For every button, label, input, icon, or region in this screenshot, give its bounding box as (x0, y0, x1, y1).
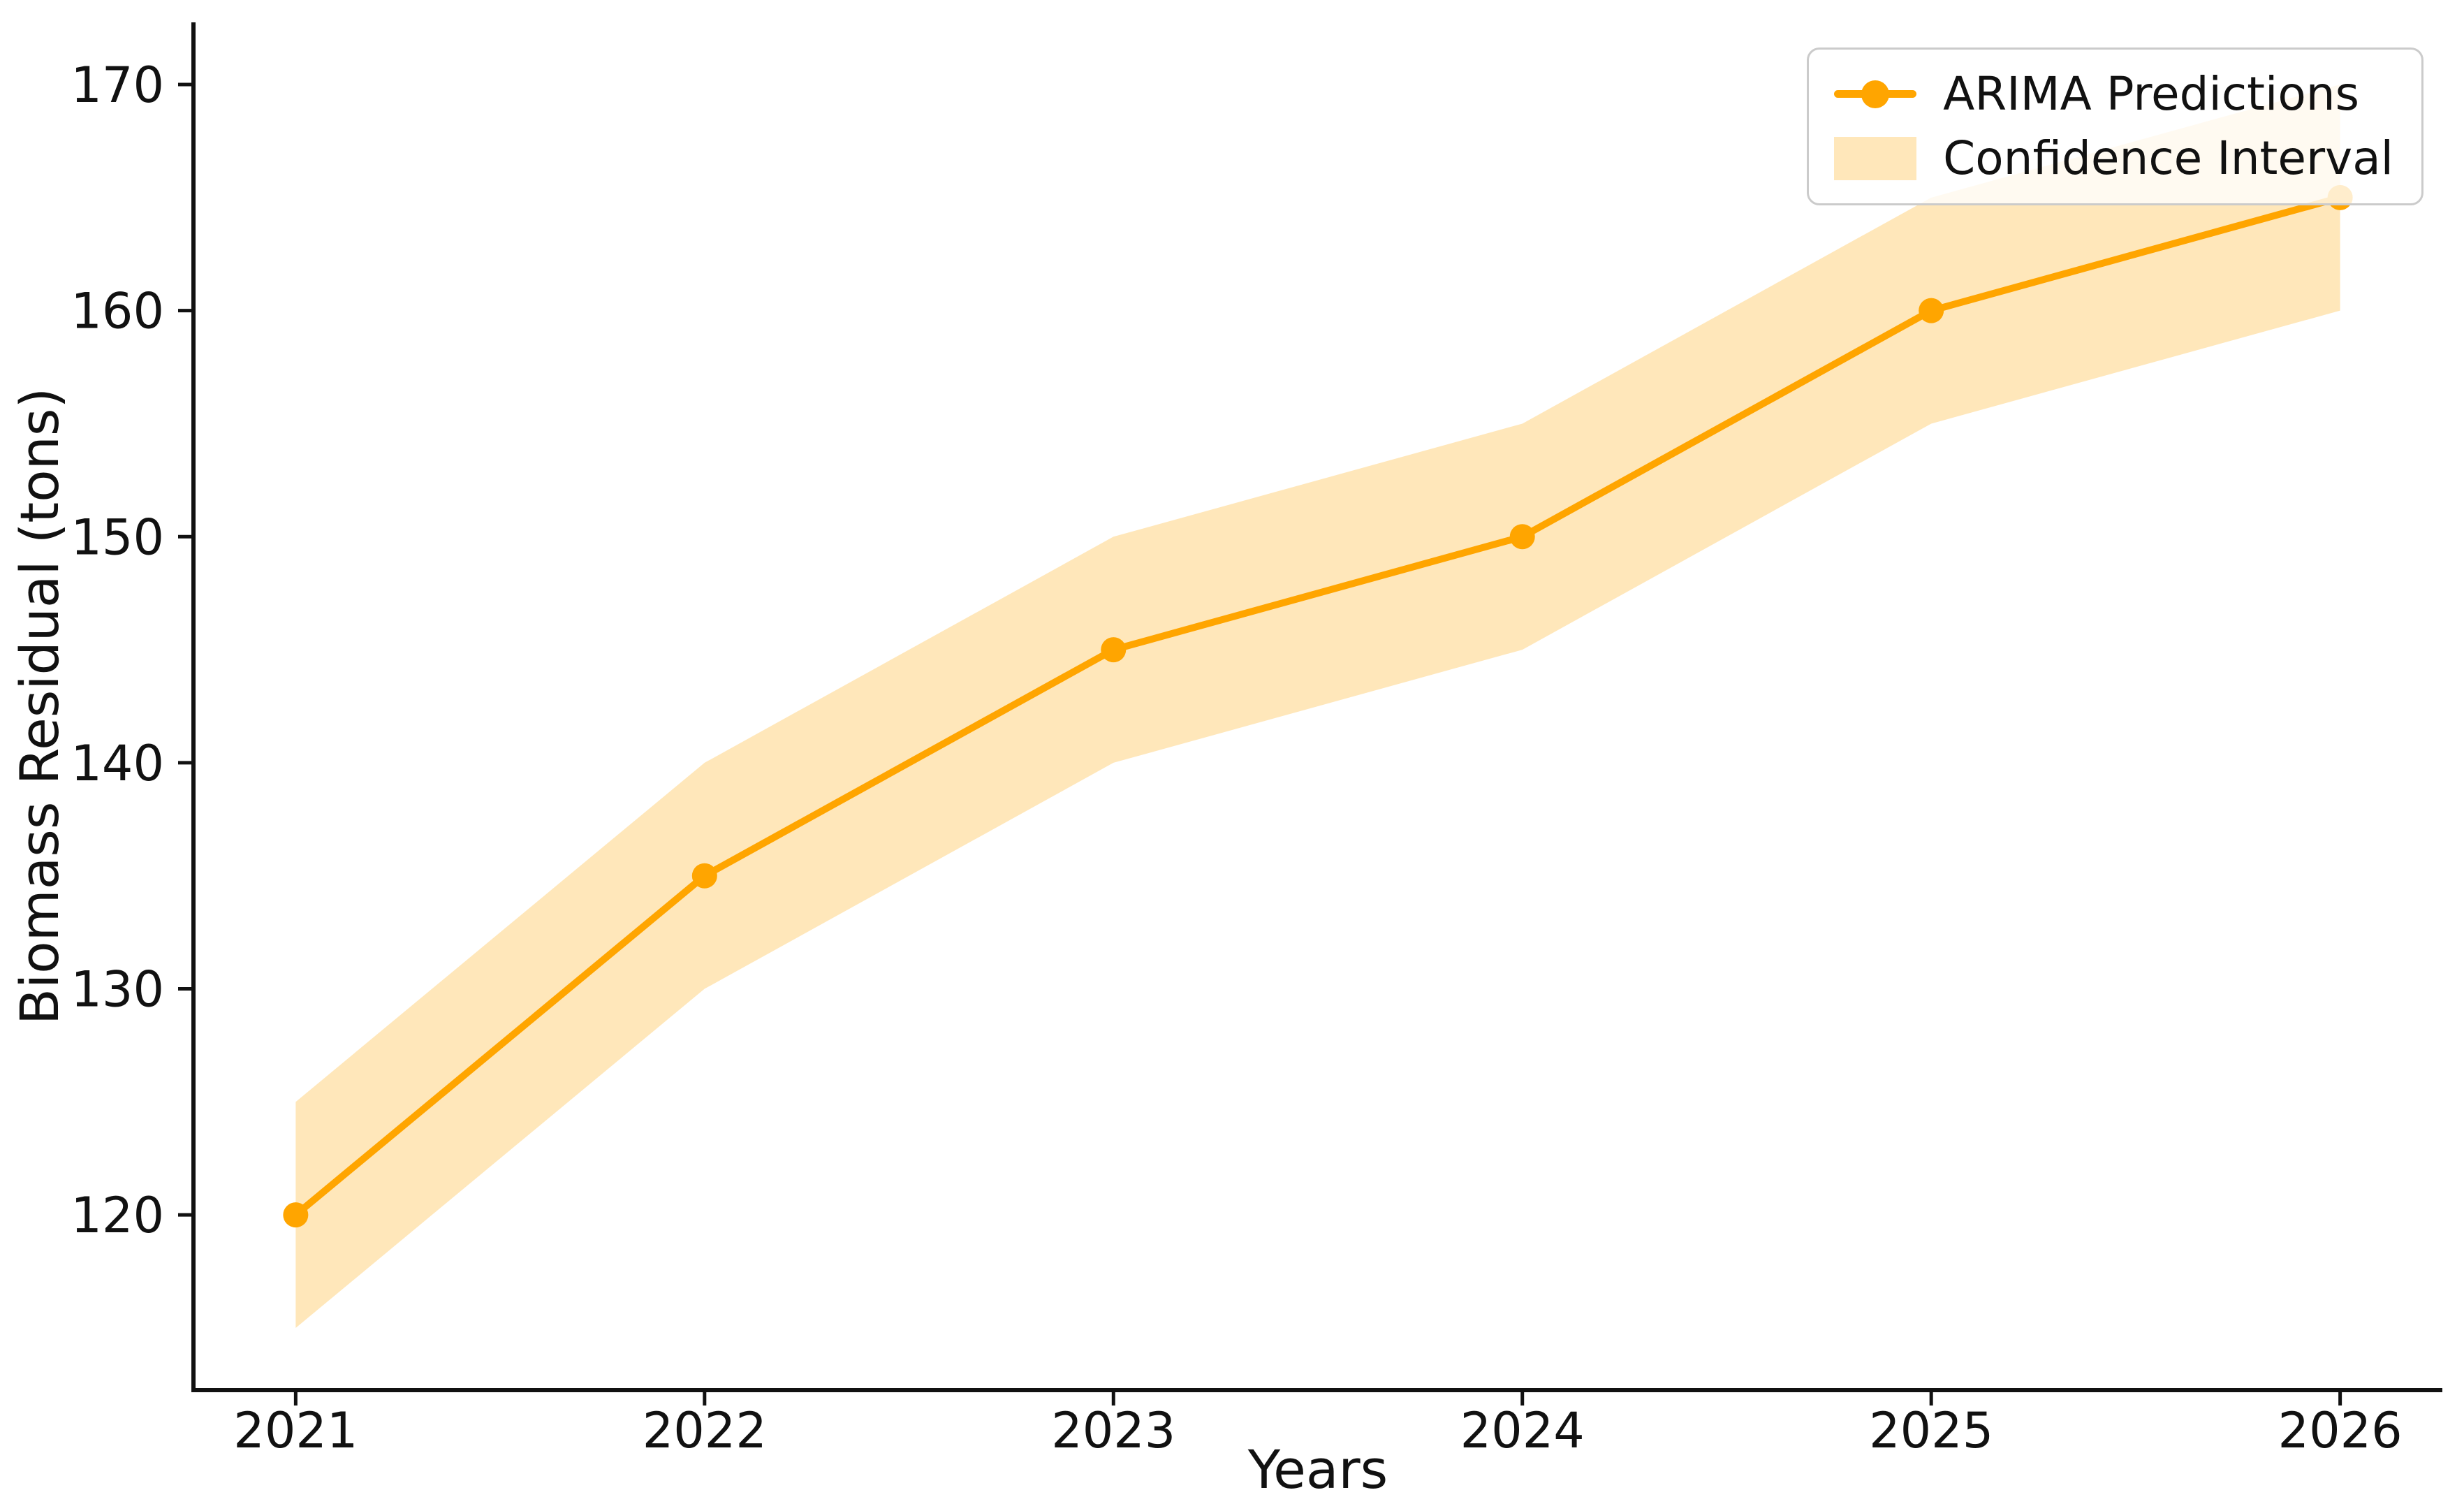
confidence-band (295, 85, 2340, 1328)
x-tick-label: 2024 (1460, 1402, 1585, 1459)
y-tick-label: 120 (71, 1187, 164, 1244)
y-tick-label: 170 (71, 57, 164, 114)
x-tick-label: 2021 (233, 1402, 358, 1459)
legend-label-arima-predictions: ARIMA Predictions (1943, 67, 2359, 121)
y-tick-label: 130 (71, 961, 164, 1019)
legend-item-arima-predictions: ARIMA Predictions (1834, 68, 2393, 121)
legend-item-confidence-interval: Confidence Interval (1834, 131, 2393, 185)
x-tick-label: 2022 (643, 1402, 767, 1459)
x-axis-title: Years (1247, 1438, 1388, 1501)
confidence-patch-swatch-icon (1834, 136, 1917, 180)
data-point-2023 (1101, 637, 1127, 663)
confidence-band-group (295, 85, 2340, 1328)
y-tick-label: 150 (71, 509, 164, 566)
x-tick-label: 2025 (1869, 1402, 1993, 1459)
marker-dot-icon (1861, 80, 1890, 108)
legend: ARIMA Predictions Confidence Interval (1807, 48, 2423, 205)
x-tick-label: 2023 (1051, 1402, 1175, 1459)
axes-spines-group (191, 22, 2442, 1392)
data-point-2021 (283, 1202, 309, 1228)
line-marker-swatch-icon (1834, 80, 1917, 108)
arima-line (292, 194, 2344, 1219)
x-tick-label: 2026 (2278, 1402, 2403, 1459)
arima-line-group (292, 194, 2344, 1219)
data-point-2022 (691, 863, 717, 889)
data-point-2024 (1509, 524, 1535, 550)
y-tick-label: 160 (71, 283, 164, 340)
y-tick-label: 140 (71, 735, 164, 792)
y-axis-title: Biomass Residual (tons) (8, 387, 71, 1025)
x-axis-ticks-group: 2021 2022 2023 2024 2025 2026 (233, 1390, 2403, 1459)
y-axis-ticks-group: 120 130 140 150 160 170 (71, 57, 193, 1244)
legend-label-confidence-interval: Confidence Interval (1943, 131, 2393, 185)
data-point-2025 (1919, 298, 1944, 323)
